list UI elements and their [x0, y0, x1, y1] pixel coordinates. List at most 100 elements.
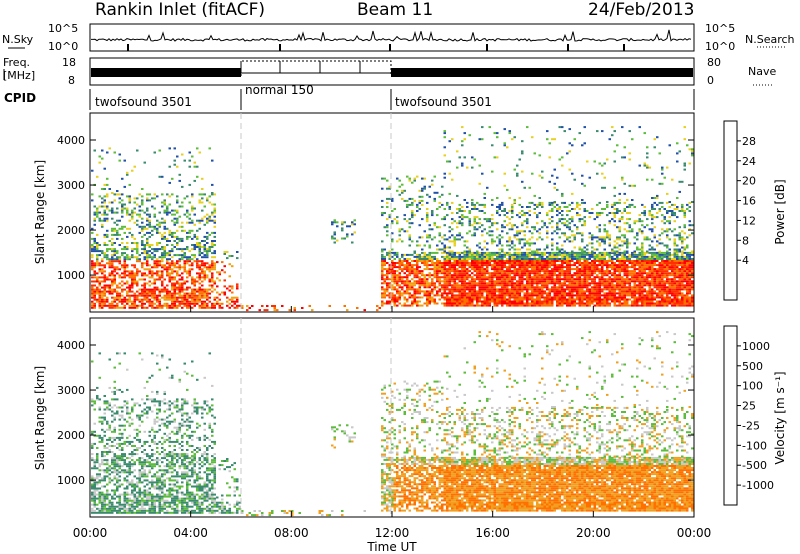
- data-cell: [593, 292, 596, 295]
- data-cell: [473, 220, 476, 223]
- data-cell: [103, 217, 106, 220]
- data-cell: [533, 282, 536, 285]
- data-cell: [641, 253, 644, 256]
- data-cell: [171, 276, 174, 279]
- data-cell: [508, 294, 511, 297]
- data-cell: [541, 220, 544, 223]
- data-cell: [446, 255, 449, 258]
- data-cell: [521, 302, 524, 305]
- data-cell: [631, 272, 634, 275]
- data-cell: [501, 288, 504, 291]
- data-cell: [106, 284, 109, 287]
- data-cell: [408, 286, 411, 289]
- data-cell: [556, 280, 559, 283]
- data-cell: [618, 264, 621, 267]
- data-cell: [626, 246, 629, 249]
- data-cell: [471, 296, 474, 299]
- data-cell: [386, 272, 389, 275]
- data-cell: [561, 244, 564, 247]
- data-cell: [571, 192, 574, 195]
- data-cell: [508, 248, 511, 251]
- data-cell: [398, 296, 401, 299]
- data-cell: [173, 306, 176, 309]
- data-cell: [226, 304, 229, 307]
- data-cell: [176, 165, 179, 168]
- data-cell: [433, 175, 436, 178]
- data-cell: [606, 302, 609, 305]
- data-cell: [473, 206, 476, 208]
- data-cell: [146, 244, 149, 246]
- data-cell: [131, 274, 134, 277]
- data-cell: [628, 280, 631, 283]
- data-cell: [533, 208, 536, 210]
- data-cell: [141, 298, 144, 301]
- data-cell: [431, 268, 434, 271]
- frequency-band-left: [91, 68, 241, 77]
- data-cell: [528, 278, 531, 281]
- data-cell: [196, 260, 199, 263]
- data-cell: [596, 130, 599, 133]
- data-cell: [498, 248, 501, 251]
- data-cell: [331, 221, 334, 224]
- data-cell: [513, 244, 516, 247]
- data-cell: [598, 242, 601, 245]
- data-cell: [521, 230, 524, 233]
- data-cell: [471, 292, 474, 295]
- data-cell: [586, 270, 589, 273]
- data-cell: [213, 203, 216, 206]
- data-cell: [451, 290, 454, 293]
- data-cell: [568, 222, 571, 225]
- data-cell: [568, 168, 571, 171]
- data-cell: [163, 201, 166, 204]
- data-cell: [428, 258, 431, 260]
- data-cell: [608, 290, 611, 293]
- data-cell: [636, 286, 639, 289]
- data-cell: [601, 212, 604, 214]
- data-cell: [436, 214, 439, 217]
- data-cell: [506, 274, 509, 277]
- data-cell: [161, 284, 164, 287]
- data-cell: [448, 270, 451, 273]
- data-cell: [531, 253, 534, 256]
- data-cell: [216, 296, 219, 299]
- data-cell: [103, 274, 106, 277]
- data-cell: [568, 302, 571, 305]
- data-cell: [573, 302, 576, 305]
- data-cell: [471, 208, 474, 210]
- data-cell: [478, 210, 481, 212]
- data-cell: [473, 255, 476, 258]
- data-cell: [618, 270, 621, 273]
- data-cell: [626, 292, 629, 295]
- data-cell: [426, 208, 429, 210]
- data-cell: [526, 262, 529, 264]
- data-cell: [561, 268, 564, 271]
- data-cell: [381, 300, 384, 303]
- data-cell: [428, 264, 431, 267]
- data-cell: [138, 278, 141, 281]
- data-cell: [193, 284, 196, 287]
- data-cell: [536, 264, 539, 267]
- data-cell: [436, 226, 439, 229]
- data-cell: [618, 278, 621, 281]
- data-cell: [481, 126, 484, 129]
- data-cell: [526, 290, 529, 293]
- data-cell: [538, 300, 541, 303]
- data-cell: [623, 208, 626, 210]
- data-cell: [231, 298, 234, 301]
- data-cell: [501, 290, 504, 293]
- data-cell: [443, 255, 446, 258]
- data-cell: [133, 296, 136, 299]
- data-cell: [453, 282, 456, 285]
- data-cell: [626, 300, 629, 303]
- data-cell: [628, 304, 631, 307]
- data-cell: [536, 253, 539, 256]
- data-cell: [521, 284, 524, 287]
- data-cell: [533, 288, 536, 291]
- data-cell: [206, 252, 209, 255]
- data-cell: [623, 236, 626, 239]
- data-cell: [203, 264, 206, 267]
- data-cell: [431, 300, 434, 303]
- data-cell: [396, 304, 399, 307]
- data-cell: [418, 258, 421, 260]
- data-cell: [503, 298, 506, 301]
